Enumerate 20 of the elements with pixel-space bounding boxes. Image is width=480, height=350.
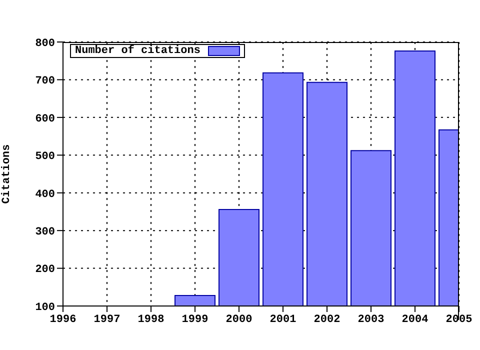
x-tick-label: 2005 — [446, 314, 473, 326]
x-tick-label: 1997 — [94, 314, 120, 326]
y-tick-label: 800 — [35, 38, 55, 50]
x-tick-label: 2001 — [270, 314, 297, 326]
y-tick-label: 300 — [35, 226, 55, 238]
y-tick-label: 500 — [35, 151, 55, 164]
y-axis-title: Citations — [0, 144, 13, 204]
x-tick-label: 1999 — [182, 314, 208, 326]
x-tick-label: 2000 — [226, 314, 252, 326]
x-tick-label: 1998 — [138, 314, 165, 326]
x-tick-label: 2002 — [314, 314, 340, 326]
x-tick-label: 2003 — [358, 314, 385, 326]
legend-label: Number of citations — [75, 45, 200, 57]
y-tick-label: 700 — [35, 76, 55, 88]
y-tick-label: 600 — [35, 113, 55, 126]
y-tick-label: 100 — [35, 302, 55, 314]
x-tick-label: 2004 — [402, 314, 429, 326]
y-tick-label: 400 — [35, 188, 55, 201]
y-tick-label: 200 — [35, 264, 55, 276]
x-tick-label: 1996 — [50, 314, 76, 326]
